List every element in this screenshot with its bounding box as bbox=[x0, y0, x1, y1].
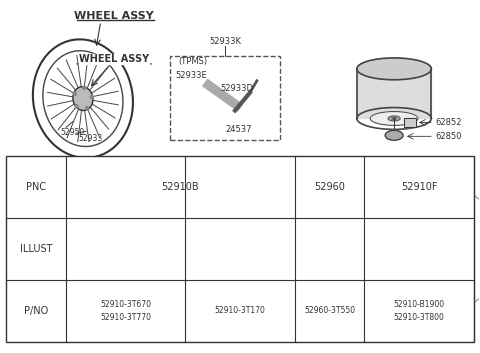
Text: 52960-3T550: 52960-3T550 bbox=[304, 306, 355, 315]
Ellipse shape bbox=[73, 92, 76, 96]
Text: 62850: 62850 bbox=[436, 132, 462, 141]
Bar bbox=[6, 156, 474, 342]
Ellipse shape bbox=[374, 211, 464, 287]
Text: ILLUST: ILLUST bbox=[20, 244, 52, 254]
Ellipse shape bbox=[85, 107, 89, 110]
Ellipse shape bbox=[407, 238, 432, 259]
Ellipse shape bbox=[357, 108, 432, 129]
Ellipse shape bbox=[357, 58, 432, 80]
Ellipse shape bbox=[76, 211, 175, 287]
Ellipse shape bbox=[73, 87, 93, 110]
Polygon shape bbox=[380, 251, 413, 265]
Ellipse shape bbox=[307, 226, 352, 272]
Polygon shape bbox=[412, 255, 426, 282]
Ellipse shape bbox=[83, 86, 86, 90]
Ellipse shape bbox=[392, 118, 396, 119]
Ellipse shape bbox=[370, 112, 418, 125]
Ellipse shape bbox=[388, 116, 400, 121]
Ellipse shape bbox=[90, 95, 93, 98]
Text: (TPMS): (TPMS) bbox=[179, 57, 207, 66]
Text: 52910-B1900
52910-3T800: 52910-B1900 52910-3T800 bbox=[394, 300, 444, 322]
Text: 52933K: 52933K bbox=[209, 37, 241, 46]
Text: 52933D: 52933D bbox=[220, 84, 253, 93]
Ellipse shape bbox=[240, 252, 244, 255]
Text: 52950: 52950 bbox=[61, 128, 85, 137]
Text: PNC: PNC bbox=[26, 182, 46, 192]
Ellipse shape bbox=[194, 213, 286, 285]
Ellipse shape bbox=[75, 105, 78, 108]
Text: WHEEL ASSY: WHEEL ASSY bbox=[79, 54, 149, 64]
Text: 52960: 52960 bbox=[314, 182, 345, 192]
Ellipse shape bbox=[233, 245, 237, 247]
Ellipse shape bbox=[417, 254, 421, 258]
Ellipse shape bbox=[409, 249, 414, 253]
Ellipse shape bbox=[240, 243, 244, 246]
Ellipse shape bbox=[120, 245, 131, 253]
Ellipse shape bbox=[230, 241, 250, 257]
Text: P/NO: P/NO bbox=[24, 306, 48, 316]
Text: 24537: 24537 bbox=[225, 125, 252, 134]
FancyBboxPatch shape bbox=[404, 119, 416, 127]
FancyBboxPatch shape bbox=[170, 56, 280, 140]
Ellipse shape bbox=[113, 239, 138, 258]
Ellipse shape bbox=[33, 40, 133, 158]
Text: KIA: KIA bbox=[320, 244, 339, 254]
Polygon shape bbox=[357, 69, 431, 119]
Text: 62852: 62852 bbox=[436, 118, 462, 127]
Polygon shape bbox=[391, 219, 415, 244]
Text: 52910F: 52910F bbox=[401, 182, 437, 192]
Ellipse shape bbox=[421, 241, 426, 245]
Polygon shape bbox=[423, 219, 447, 244]
Text: 52910-3T170: 52910-3T170 bbox=[215, 306, 265, 315]
Text: 52910-3T670
52910-3T770: 52910-3T670 52910-3T770 bbox=[100, 300, 151, 322]
Ellipse shape bbox=[233, 250, 237, 253]
Polygon shape bbox=[425, 251, 458, 265]
Text: 52933: 52933 bbox=[79, 134, 103, 143]
Ellipse shape bbox=[385, 130, 403, 140]
Text: 52933E: 52933E bbox=[175, 71, 207, 80]
Text: WHEEL ASSY: WHEEL ASSY bbox=[74, 11, 154, 21]
Text: 52910B: 52910B bbox=[162, 182, 199, 192]
Polygon shape bbox=[298, 222, 361, 282]
FancyArrow shape bbox=[203, 79, 242, 111]
Ellipse shape bbox=[412, 241, 417, 245]
Ellipse shape bbox=[244, 247, 248, 250]
Ellipse shape bbox=[424, 249, 429, 253]
